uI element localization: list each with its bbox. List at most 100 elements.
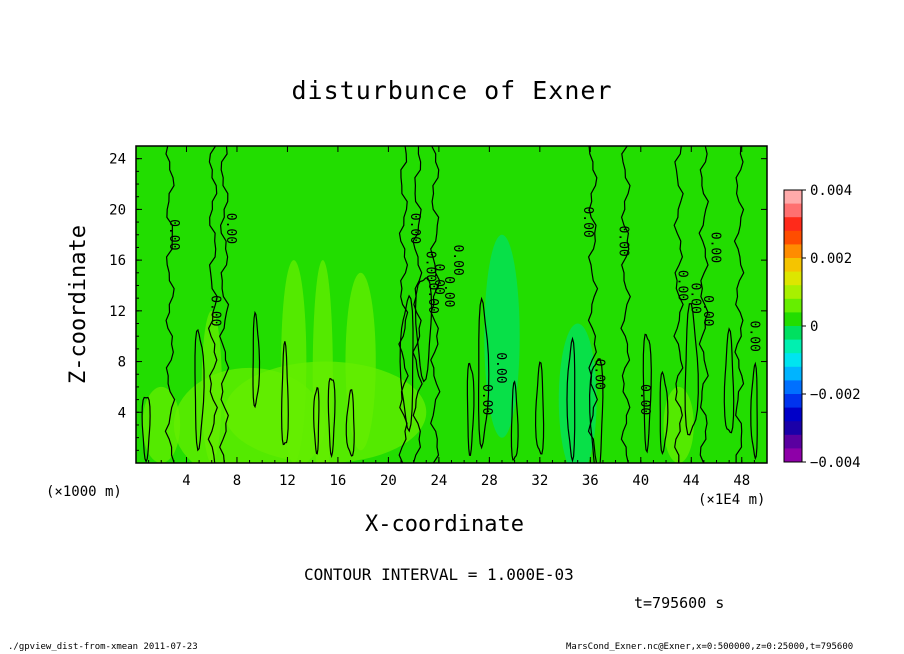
colorbar-swatch	[784, 285, 802, 300]
contour-loop	[414, 277, 433, 383]
contour-label: 0.00	[493, 352, 508, 383]
x-tick-label: 24	[430, 473, 447, 489]
contour-loop	[534, 361, 545, 455]
colorbar-swatch	[784, 326, 802, 341]
x-tick-label: 48	[733, 473, 750, 489]
colorbar-swatch	[784, 448, 802, 463]
contour-label: 0.00	[407, 213, 422, 244]
contour-loop	[684, 302, 699, 436]
contour-label: 0.00	[615, 225, 630, 256]
colorbar-swatch	[784, 244, 802, 259]
contour-line	[219, 146, 230, 463]
colorbar-swatch	[784, 407, 802, 422]
colorbar-swatch	[784, 298, 802, 313]
x-tick-label: 44	[683, 473, 700, 489]
colorbar-label: 0.002	[810, 251, 852, 267]
colorbar-swatch	[784, 312, 802, 327]
contour-lines	[141, 146, 758, 463]
colorbar-swatch	[784, 380, 802, 395]
contour-loop	[141, 396, 151, 463]
contour-loop	[510, 380, 519, 461]
contour-line	[412, 146, 423, 463]
contour-loop	[566, 336, 576, 463]
contour-loop	[345, 389, 355, 457]
colorbar-swatch	[784, 434, 802, 449]
y-tick-label: 12	[109, 304, 126, 320]
footer-left: ./gpview_dist-from-xmean 2011-07-23	[8, 642, 198, 652]
y-tick-label: 24	[109, 152, 126, 168]
field-blob	[201, 310, 222, 463]
contour-label: 0.00	[479, 384, 494, 415]
colorbar-swatch	[784, 421, 802, 436]
contour-loop	[659, 370, 669, 455]
colorbar-swatch	[784, 366, 802, 381]
colorbar-swatch	[784, 203, 802, 218]
contour-label: 0.00	[450, 244, 465, 275]
contour-label: 0.00	[637, 384, 652, 415]
contour-label: 0.00	[441, 276, 456, 307]
contour-line	[673, 146, 684, 463]
contour-label: 0.00	[580, 206, 595, 237]
contour-line	[620, 146, 631, 463]
footer-right: MarsCond_Exner.nc@Exner,x=0:500000,z=0:2…	[566, 642, 854, 652]
contour-loop	[466, 362, 475, 456]
contour-label: 0.00	[422, 251, 437, 282]
contour-loop	[327, 377, 336, 459]
field-blob	[663, 386, 694, 463]
colorbar-label: −0.002	[810, 387, 861, 403]
time-label: t=795600 s	[634, 594, 725, 612]
y-tick-label: 20	[109, 202, 126, 218]
contour-line	[698, 146, 709, 463]
contour-line	[587, 146, 599, 463]
contour-line	[430, 146, 441, 463]
y-tick-label: 4	[118, 405, 126, 421]
contour-loop	[750, 361, 758, 461]
contour-line	[164, 146, 176, 463]
colorbar-swatch	[784, 339, 802, 354]
x-unit-left: (×1000 m)	[46, 484, 122, 500]
colorbar-swatch	[784, 190, 802, 205]
contour-loop	[313, 386, 320, 455]
x-tick-label: 40	[632, 473, 649, 489]
field-blob	[484, 234, 520, 438]
contour-loop	[280, 341, 289, 446]
x-tick-label: 20	[380, 473, 397, 489]
contour-loop	[399, 294, 414, 433]
contour-label: 0.00	[687, 283, 702, 314]
contour-loop	[588, 358, 604, 463]
contour-label: 0.00	[707, 232, 722, 263]
contour-label: 0.00	[747, 321, 762, 352]
field-blob	[345, 272, 376, 451]
contour-label: 0.00	[591, 359, 606, 390]
contour-line	[207, 146, 218, 463]
contour-label: 0.00	[675, 270, 690, 301]
x-axis-label: X-coordinate	[365, 512, 524, 537]
colorbar-swatch	[784, 271, 802, 286]
x-tick-label: 36	[582, 473, 599, 489]
contour-loop	[723, 327, 735, 434]
contour-line	[398, 146, 409, 463]
contour-loop	[642, 333, 652, 454]
contour-labels: 0.00 0.00 0.000.000.000.000.000.000.000.00…	[166, 206, 762, 415]
contour-loop	[252, 310, 261, 409]
y-tick-label: 16	[109, 253, 126, 269]
colorbar-label: 0	[810, 319, 818, 335]
colorbar-swatch	[784, 353, 802, 368]
colorbar-swatch	[784, 258, 802, 273]
colorbar-swatch	[784, 217, 802, 232]
colorbar-label: −0.004	[810, 455, 861, 471]
colorbar-swatch	[784, 230, 802, 245]
field-layer	[136, 146, 767, 463]
contour-loop	[478, 296, 490, 450]
contour-label: 0.00	[700, 295, 715, 326]
field-blob	[558, 323, 597, 463]
contour-label: 0.00	[166, 219, 181, 250]
x-tick-label: 8	[233, 473, 241, 489]
field-blob	[312, 260, 333, 463]
contour-label: 0.00	[208, 295, 223, 326]
contour-line	[733, 146, 745, 463]
colorbar-label: 0.004	[810, 183, 852, 199]
contour-interval: CONTOUR INTERVAL = 1.000E-03	[304, 565, 574, 584]
